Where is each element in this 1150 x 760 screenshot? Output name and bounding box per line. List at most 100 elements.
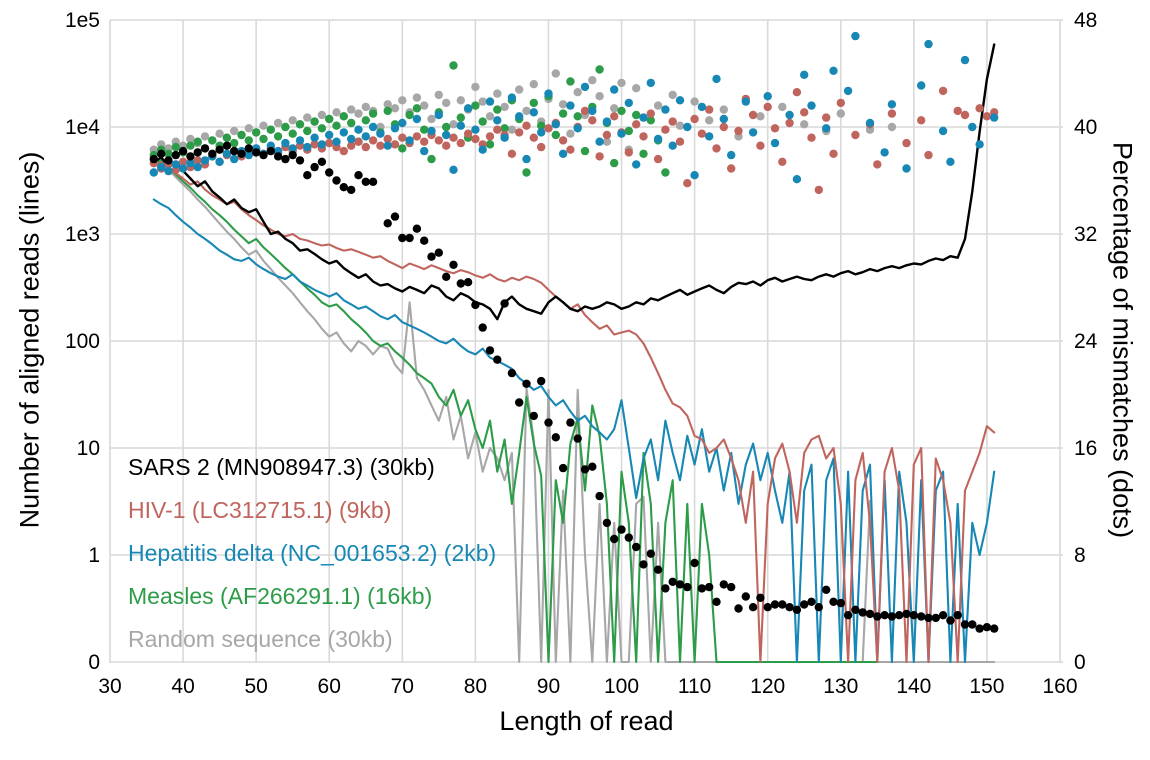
- dot-hiv1: [675, 137, 685, 146]
- dot-measles: [573, 112, 582, 121]
- dot-random: [617, 78, 626, 88]
- legend-item-hiv1: HIV-1 (LC312715.1) (9kb): [128, 497, 392, 523]
- dot-sars2: [822, 585, 831, 594]
- dot-sars2: [931, 613, 940, 623]
- dot-sars2: [895, 611, 904, 620]
- dot-hiv1: [792, 88, 802, 97]
- dot-sars2: [471, 300, 480, 310]
- dot-sars2: [639, 560, 648, 569]
- dot-measles: [171, 142, 180, 152]
- dot-sars2: [829, 597, 838, 606]
- dot-measles: [186, 141, 195, 150]
- dot-sars2: [164, 156, 173, 165]
- right-y-tick-label: 16: [1074, 437, 1097, 460]
- dot-hiv1: [646, 109, 655, 118]
- dot-sars2: [734, 604, 743, 613]
- dot-sars2: [325, 168, 334, 177]
- dot-hepatitis-delta: [924, 39, 933, 49]
- dot-sars2: [573, 434, 582, 443]
- dot-hepatitis-delta: [727, 150, 736, 160]
- dot-measles: [449, 61, 458, 70]
- dot-sars2: [478, 323, 487, 332]
- dot-measles: [661, 168, 670, 177]
- dot-hiv1: [434, 136, 443, 145]
- dot-hiv1: [873, 160, 882, 169]
- dot-random: [383, 100, 392, 109]
- dot-hiv1: [938, 86, 948, 96]
- dot-hiv1: [544, 124, 553, 133]
- line-sars2: [152, 43, 996, 321]
- dot-hiv1: [712, 144, 721, 153]
- dot-measles: [252, 128, 261, 137]
- dot-measles: [383, 106, 392, 116]
- dot-hiv1: [982, 112, 992, 121]
- dot-hepatitis-delta: [325, 130, 334, 140]
- dot-sars2: [975, 624, 984, 633]
- dot-hepatitis-delta: [938, 126, 948, 136]
- dot-sars2: [405, 233, 414, 243]
- dot-random: [573, 88, 582, 97]
- dot-sars2: [398, 233, 407, 243]
- dot-random: [317, 110, 327, 120]
- dot-sars2: [741, 592, 750, 601]
- dot-hepatitis-delta: [171, 160, 180, 169]
- dot-sars2: [171, 150, 180, 160]
- left-y-tick-label: 1: [88, 544, 100, 567]
- x-tick-label: 140: [896, 675, 931, 698]
- dot-sars2: [727, 582, 736, 592]
- dot-measles: [442, 122, 451, 132]
- dot-hiv1: [814, 185, 823, 195]
- dot-random: [471, 82, 480, 92]
- dot-hepatitis-delta: [880, 148, 889, 157]
- dot-hiv1: [610, 112, 619, 121]
- dot-random: [347, 105, 356, 114]
- dot-hepatitis-delta: [661, 105, 670, 114]
- dot-hepatitis-delta: [390, 124, 400, 133]
- dot-sars2: [515, 398, 524, 407]
- series-dots: [149, 31, 999, 633]
- dot-sars2: [990, 624, 999, 633]
- dot-sars2: [537, 376, 546, 386]
- dot-hiv1: [975, 104, 984, 113]
- dot-sars2: [705, 582, 714, 592]
- dot-measles: [485, 140, 495, 149]
- dot-hiv1: [507, 149, 517, 158]
- dot-sars2: [902, 609, 911, 619]
- dot-hepatitis-delta: [602, 117, 612, 126]
- dot-sars2: [551, 433, 560, 442]
- dot-sars2: [361, 177, 370, 186]
- dot-sars2: [924, 613, 933, 623]
- legend: SARS 2 (MN908947.3) (30kb) HIV-1 (LC3127…: [128, 446, 496, 661]
- dot-hepatitis-delta: [361, 132, 370, 141]
- dot-hepatitis-delta: [193, 162, 202, 172]
- dot-sars2: [668, 577, 677, 586]
- dot-sars2: [178, 146, 188, 156]
- dot-measles: [646, 116, 655, 125]
- dot-sars2: [412, 224, 422, 233]
- dot-random: [361, 102, 370, 112]
- dot-hepatitis-delta: [456, 121, 465, 130]
- dot-random: [558, 100, 568, 109]
- dot-random: [690, 97, 699, 106]
- dot-hepatitis-delta: [763, 92, 772, 101]
- dot-measles: [281, 122, 290, 132]
- dot-hepatitis-delta: [800, 70, 809, 80]
- dot-sars2: [427, 252, 436, 261]
- dot-hepatitis-delta: [595, 137, 604, 146]
- dot-hiv1: [851, 130, 860, 140]
- dot-sars2: [938, 611, 948, 620]
- dot-sars2: [712, 597, 721, 606]
- dot-hiv1: [420, 137, 429, 146]
- dot-sars2: [697, 584, 707, 593]
- dot-hiv1: [580, 106, 590, 116]
- dot-random: [434, 90, 443, 100]
- dot-random: [602, 137, 612, 146]
- dot-sars2: [595, 491, 604, 501]
- dot-hiv1: [639, 132, 648, 141]
- dot-hepatitis-delta: [690, 171, 699, 180]
- dot-sars2: [661, 584, 670, 593]
- dot-hiv1: [683, 179, 692, 188]
- dot-sars2: [800, 600, 809, 609]
- dot-random: [259, 121, 268, 130]
- dot-hepatitis-delta: [347, 134, 356, 144]
